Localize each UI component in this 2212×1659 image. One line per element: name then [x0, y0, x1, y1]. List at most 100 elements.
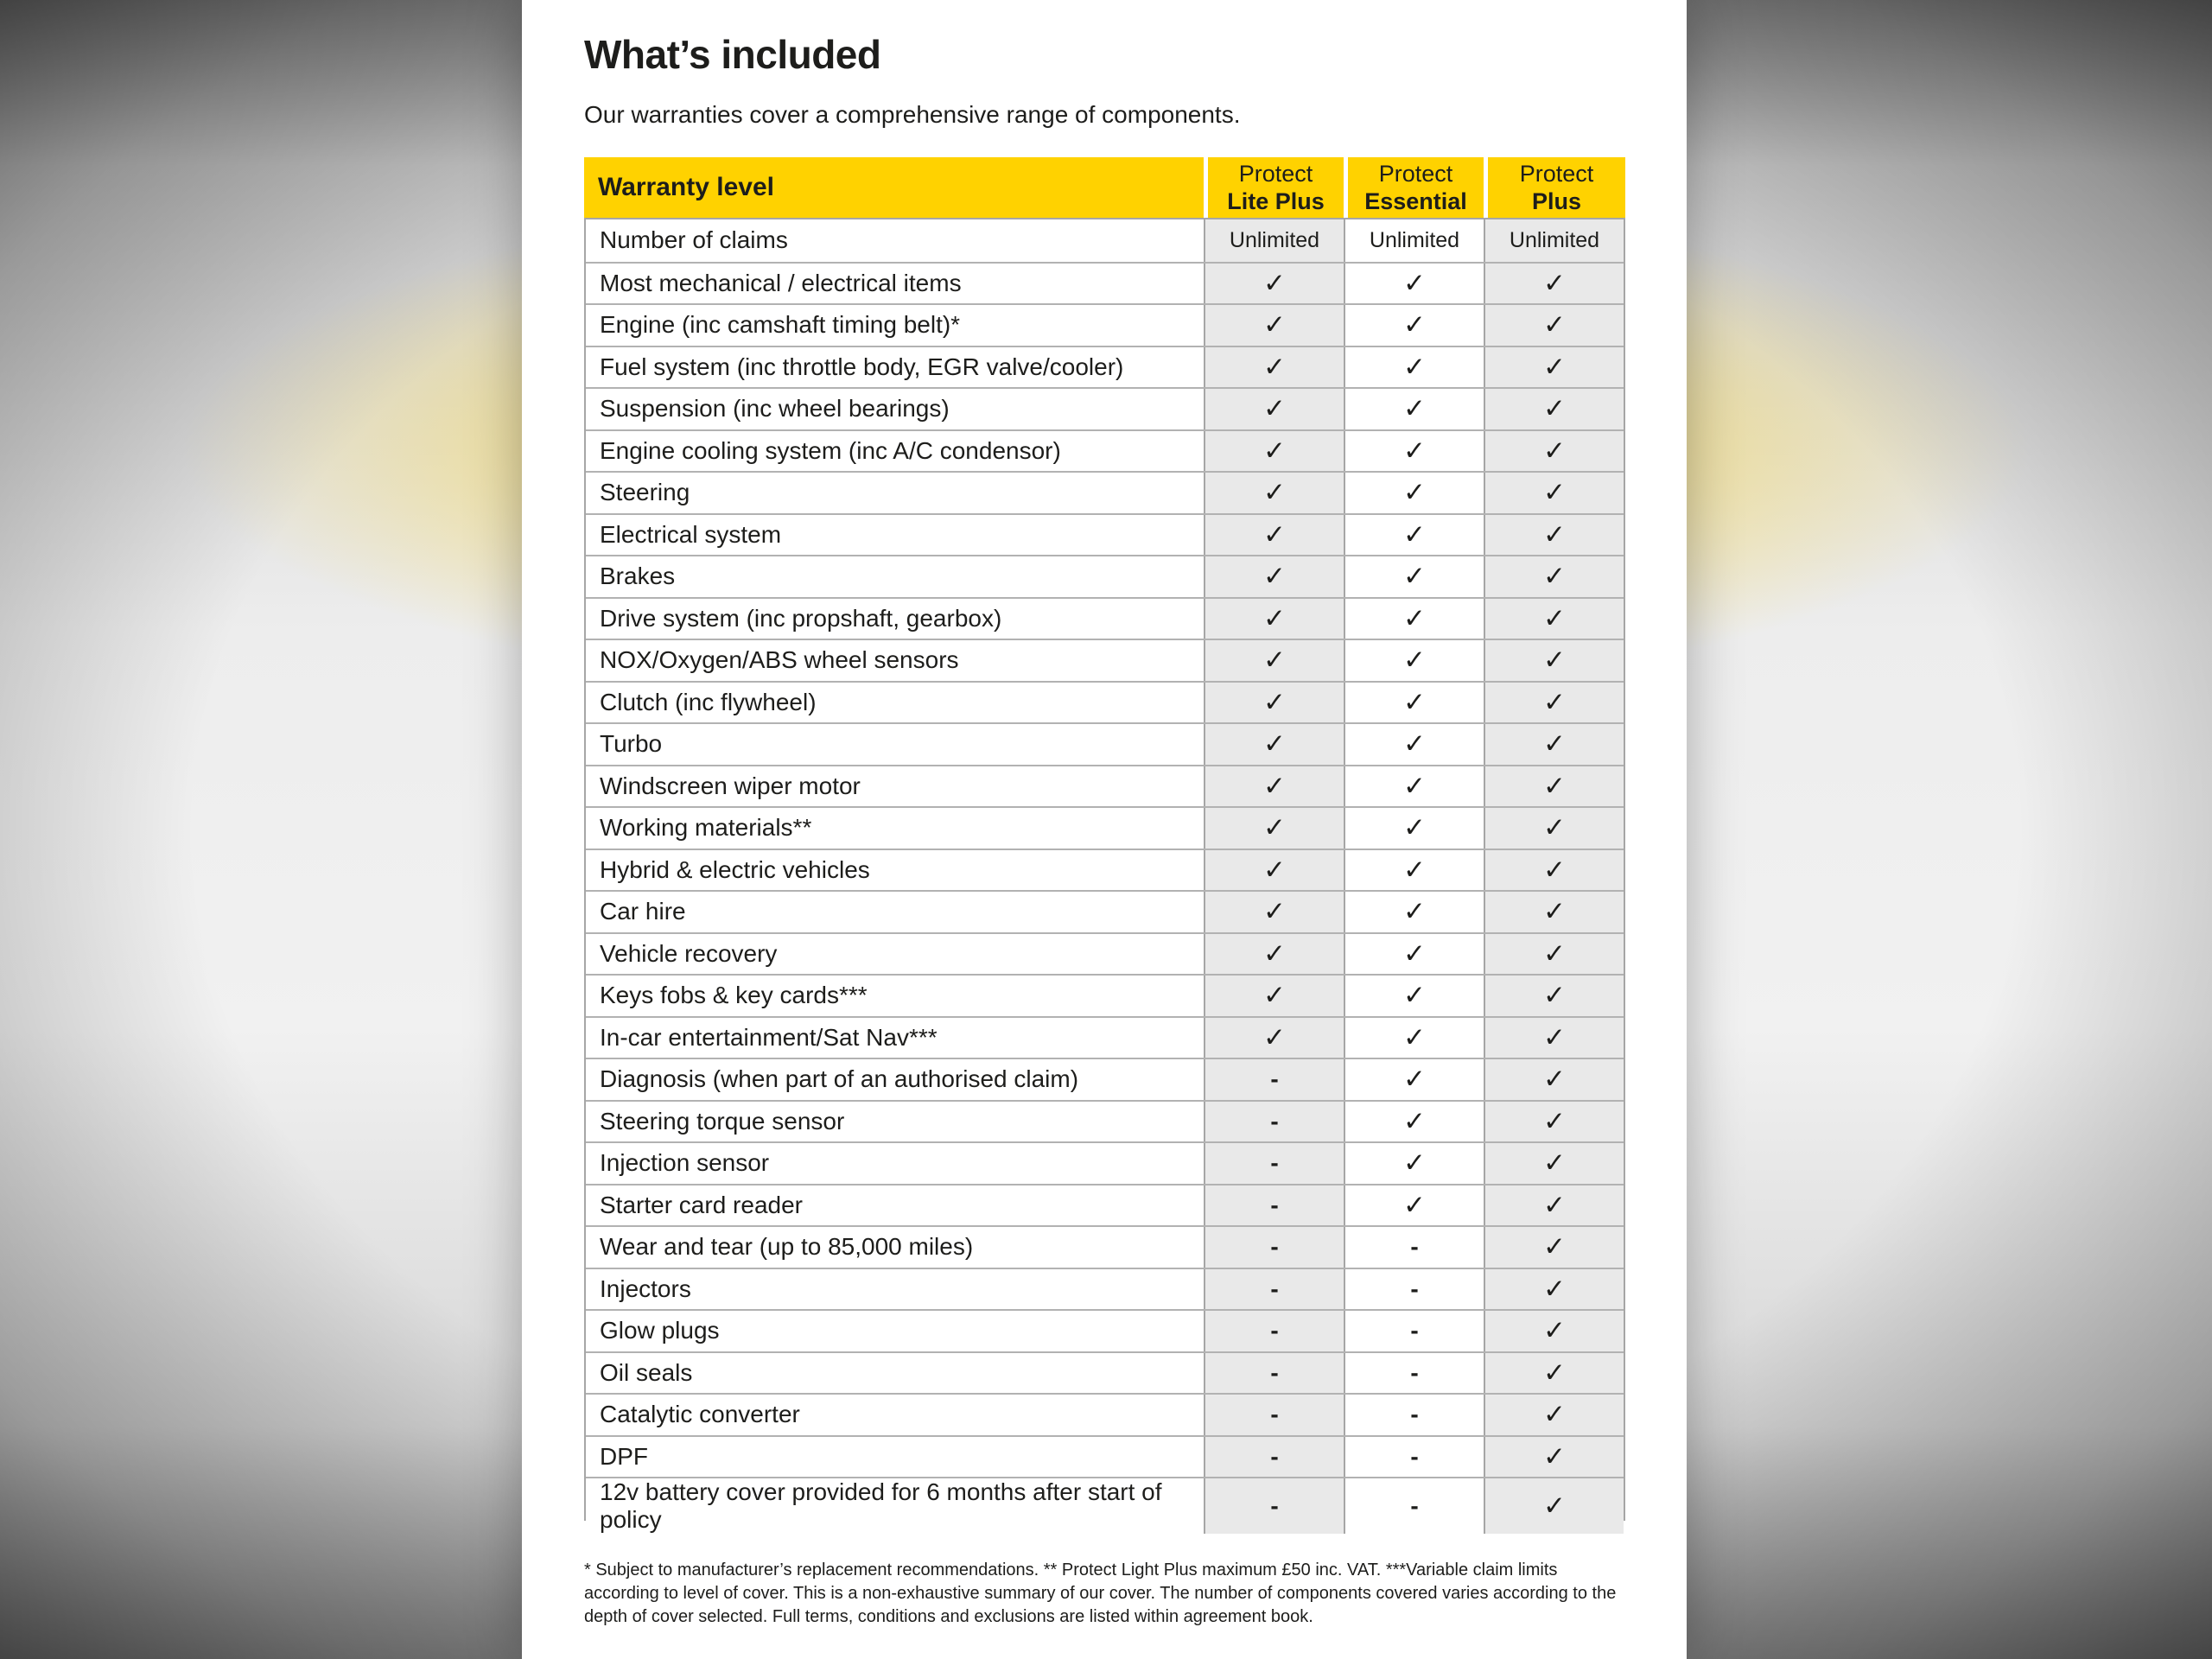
cell-protect-essential: -: [1344, 1268, 1484, 1309]
cell-protect-lite-plus: -: [1204, 1311, 1344, 1351]
cell-protect-plus: ✓: [1484, 892, 1624, 932]
header-protect-lite-plus: Protect Lite Plus: [1204, 157, 1344, 218]
row-label: Electrical system: [586, 514, 1204, 555]
cell-protect-essential: -: [1344, 1227, 1484, 1268]
cell-protect-lite-plus: ✓: [1204, 305, 1344, 346]
cell-protect-lite-plus: -: [1204, 1395, 1344, 1435]
cell-protect-plus: ✓: [1484, 640, 1624, 681]
cell-protect-plus: Unlimited: [1484, 219, 1624, 262]
cell-protect-essential: ✓: [1344, 724, 1484, 765]
table-row: 12v battery cover provided for 6 months …: [586, 1477, 1624, 1534]
document-page: What’s included Our warranties cover a c…: [522, 0, 1687, 1659]
row-label: Injectors: [586, 1268, 1204, 1309]
cell-protect-plus: ✓: [1484, 976, 1624, 1016]
row-label: DPF: [586, 1436, 1204, 1477]
cell-protect-essential: ✓: [1344, 1059, 1484, 1100]
cell-protect-plus: ✓: [1484, 1227, 1624, 1268]
cell-protect-essential: ✓: [1344, 933, 1484, 974]
cell-protect-lite-plus: -: [1204, 1143, 1344, 1184]
row-label: NOX/Oxygen/ABS wheel sensors: [586, 640, 1204, 681]
header-warranty-level: Warranty level: [584, 157, 1204, 218]
table-row: Injection sensor - ✓ ✓: [586, 1141, 1624, 1184]
cell-protect-lite-plus: ✓: [1204, 766, 1344, 806]
cell-protect-plus: ✓: [1484, 430, 1624, 471]
cell-protect-lite-plus: ✓: [1204, 892, 1344, 932]
table-row: Turbo ✓ ✓ ✓: [586, 722, 1624, 765]
row-label: Suspension (inc wheel bearings): [586, 389, 1204, 429]
row-label: Hybrid & electric vehicles: [586, 849, 1204, 890]
cell-protect-plus: ✓: [1484, 1311, 1624, 1351]
row-label: Turbo: [586, 724, 1204, 765]
cell-protect-plus: ✓: [1484, 1059, 1624, 1100]
cell-protect-plus: ✓: [1484, 263, 1624, 303]
header-protect-plus: Protect Plus: [1484, 157, 1625, 218]
column-brand-line: Protect: [1378, 161, 1453, 187]
cell-protect-plus: ✓: [1484, 305, 1624, 346]
table-row: Suspension (inc wheel bearings) ✓ ✓ ✓: [586, 387, 1624, 429]
cell-protect-lite-plus: ✓: [1204, 514, 1344, 555]
cell-protect-essential: ✓: [1344, 263, 1484, 303]
row-label: Most mechanical / electrical items: [586, 263, 1204, 303]
row-label: Brakes: [586, 556, 1204, 597]
row-label: Catalytic converter: [586, 1395, 1204, 1435]
cell-protect-essential: ✓: [1344, 808, 1484, 849]
cell-protect-essential: ✓: [1344, 514, 1484, 555]
table-row: Diagnosis (when part of an authorised cl…: [586, 1058, 1624, 1100]
cell-protect-essential: ✓: [1344, 1017, 1484, 1058]
row-label: Steering: [586, 473, 1204, 513]
cell-protect-essential: ✓: [1344, 556, 1484, 597]
table-row: Electrical system ✓ ✓ ✓: [586, 512, 1624, 555]
header-protect-essential: Protect Essential: [1344, 157, 1484, 218]
table-row: Hybrid & electric vehicles ✓ ✓ ✓: [586, 848, 1624, 890]
row-label: Engine cooling system (inc A/C condensor…: [586, 430, 1204, 471]
table-row: Keys fobs & key cards*** ✓ ✓ ✓: [586, 974, 1624, 1016]
row-label: Car hire: [586, 892, 1204, 932]
row-label: Injection sensor: [586, 1143, 1204, 1184]
footnote-text: * Subject to manufacturer’s replacement …: [584, 1560, 1617, 1626]
cell-protect-plus: ✓: [1484, 1185, 1624, 1225]
cell-protect-lite-plus: ✓: [1204, 430, 1344, 471]
cell-protect-lite-plus: -: [1204, 1101, 1344, 1141]
cell-protect-lite-plus: -: [1204, 1268, 1344, 1309]
table-row: Wear and tear (up to 85,000 miles) - - ✓: [586, 1225, 1624, 1268]
cell-protect-lite-plus: Unlimited: [1204, 219, 1344, 262]
row-label: Windscreen wiper motor: [586, 766, 1204, 806]
cell-protect-plus: ✓: [1484, 1478, 1624, 1534]
row-label: Drive system (inc propshaft, gearbox): [586, 598, 1204, 639]
cell-protect-essential: ✓: [1344, 305, 1484, 346]
table-row: Injectors - - ✓: [586, 1267, 1624, 1309]
cell-protect-plus: ✓: [1484, 849, 1624, 890]
cell-protect-lite-plus: -: [1204, 1227, 1344, 1268]
cell-protect-essential: ✓: [1344, 892, 1484, 932]
table-row: Glow plugs - - ✓: [586, 1309, 1624, 1351]
row-label: Steering torque sensor: [586, 1101, 1204, 1141]
table-row: Working materials** ✓ ✓ ✓: [586, 806, 1624, 849]
table-row: Fuel system (inc throttle body, EGR valv…: [586, 345, 1624, 387]
table-row: Number of claims Unlimited Unlimited Unl…: [586, 219, 1624, 262]
cell-protect-plus: ✓: [1484, 1395, 1624, 1435]
table-row: Car hire ✓ ✓ ✓: [586, 890, 1624, 932]
cell-protect-lite-plus: ✓: [1204, 724, 1344, 765]
warranty-table: Warranty level Protect Lite Plus Protect…: [584, 157, 1625, 1534]
cell-protect-plus: ✓: [1484, 556, 1624, 597]
table-row: Engine (inc camshaft timing belt)* ✓ ✓ ✓: [586, 303, 1624, 346]
cell-protect-essential: ✓: [1344, 1185, 1484, 1225]
table-row: Catalytic converter - - ✓: [586, 1393, 1624, 1435]
cell-protect-lite-plus: ✓: [1204, 808, 1344, 849]
cell-protect-plus: ✓: [1484, 1268, 1624, 1309]
cell-protect-plus: ✓: [1484, 389, 1624, 429]
column-brand-line: Protect: [1238, 161, 1313, 187]
cell-protect-lite-plus: ✓: [1204, 473, 1344, 513]
cell-protect-lite-plus: ✓: [1204, 556, 1344, 597]
cell-protect-lite-plus: ✓: [1204, 263, 1344, 303]
cell-protect-essential: -: [1344, 1436, 1484, 1477]
row-label: 12v battery cover provided for 6 months …: [586, 1478, 1204, 1534]
column-tier-line: Plus: [1531, 188, 1582, 214]
row-label: Wear and tear (up to 85,000 miles): [586, 1227, 1204, 1268]
cell-protect-plus: ✓: [1484, 1101, 1624, 1141]
table-header: Warranty level Protect Lite Plus Protect…: [584, 157, 1625, 218]
cell-protect-lite-plus: ✓: [1204, 1017, 1344, 1058]
table-row: Starter card reader - ✓ ✓: [586, 1183, 1624, 1225]
row-label: Starter card reader: [586, 1185, 1204, 1225]
column-brand-line: Protect: [1519, 161, 1594, 187]
